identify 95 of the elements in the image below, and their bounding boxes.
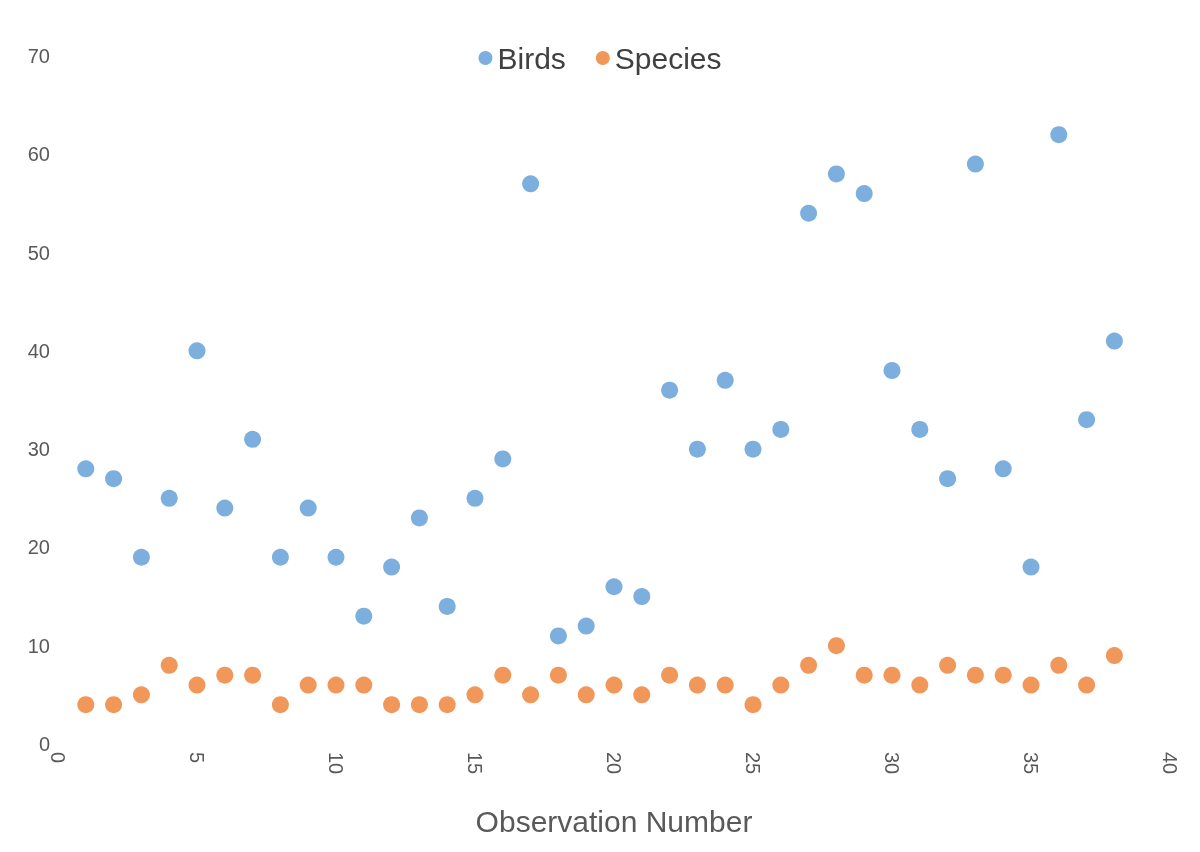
point [299, 499, 317, 517]
point [744, 696, 762, 714]
point [605, 676, 623, 694]
point [1105, 647, 1123, 665]
point [883, 666, 901, 684]
legend-label: Birds [497, 41, 566, 75]
point [522, 686, 540, 704]
point [827, 165, 845, 183]
y-tick-label: 20 [27, 536, 50, 559]
x-tick-label: 30 [881, 752, 903, 775]
point [1022, 676, 1040, 694]
point [410, 696, 428, 714]
point [160, 489, 178, 507]
point [466, 489, 484, 507]
point [855, 666, 873, 684]
point [383, 696, 401, 714]
point [800, 656, 818, 674]
x-tick-label: 25 [742, 752, 764, 775]
point [855, 185, 873, 203]
point [716, 371, 734, 389]
point [966, 155, 984, 173]
point [522, 175, 540, 193]
point [132, 686, 150, 704]
y-tick-label: 30 [27, 438, 50, 461]
point [355, 676, 373, 694]
point [271, 696, 289, 714]
point [77, 696, 95, 714]
y-tick-label: 10 [27, 634, 50, 657]
point [105, 696, 123, 714]
point [383, 558, 401, 576]
point [994, 460, 1012, 478]
point [744, 440, 762, 458]
point [994, 666, 1012, 684]
point [1105, 332, 1123, 350]
point [216, 499, 234, 517]
point [549, 627, 567, 645]
x-tick-label: 0 [47, 752, 69, 764]
point [494, 450, 512, 468]
point [939, 470, 957, 488]
y-tick-label: 60 [27, 143, 50, 166]
point [772, 676, 790, 694]
x-tick-label: 5 [186, 752, 208, 764]
point [355, 607, 373, 625]
point [77, 460, 95, 478]
point [438, 597, 456, 615]
x-tick-label: 20 [603, 752, 625, 775]
point [633, 686, 651, 704]
point [661, 381, 679, 399]
point [1078, 676, 1096, 694]
point [327, 676, 345, 694]
point [438, 696, 456, 714]
point [299, 676, 317, 694]
point [800, 204, 818, 222]
x-tick-label: 10 [325, 752, 347, 775]
point [772, 420, 790, 438]
point [633, 588, 651, 606]
point [577, 686, 595, 704]
point [271, 548, 289, 566]
point [494, 666, 512, 684]
point [549, 666, 567, 684]
point [188, 342, 206, 360]
x-tick-label: 15 [464, 752, 486, 775]
point [605, 578, 623, 596]
point [716, 676, 734, 694]
point [966, 666, 984, 684]
point [688, 440, 706, 458]
point [216, 666, 234, 684]
point [244, 430, 262, 448]
point [160, 656, 178, 674]
point [1022, 558, 1040, 576]
point [688, 676, 706, 694]
point [410, 509, 428, 527]
point [327, 548, 345, 566]
point [911, 676, 929, 694]
y-tick-label: 50 [27, 241, 50, 264]
point [911, 420, 929, 438]
point [661, 666, 679, 684]
y-tick-label: 70 [27, 45, 50, 67]
point [1050, 126, 1068, 144]
point [244, 666, 262, 684]
y-tick-label: 40 [27, 339, 50, 362]
point [1050, 656, 1068, 674]
point [105, 470, 123, 488]
point [466, 686, 484, 704]
point [883, 362, 901, 380]
x-axis-title: Observation Number [475, 804, 753, 838]
point [939, 656, 957, 674]
point [827, 637, 845, 655]
legend-label: Species [614, 41, 722, 75]
point [577, 617, 595, 635]
x-tick-label: 40 [1159, 752, 1181, 775]
point [1078, 411, 1096, 429]
point [188, 676, 206, 694]
point [132, 548, 150, 566]
x-tick-label: 35 [1020, 752, 1042, 775]
